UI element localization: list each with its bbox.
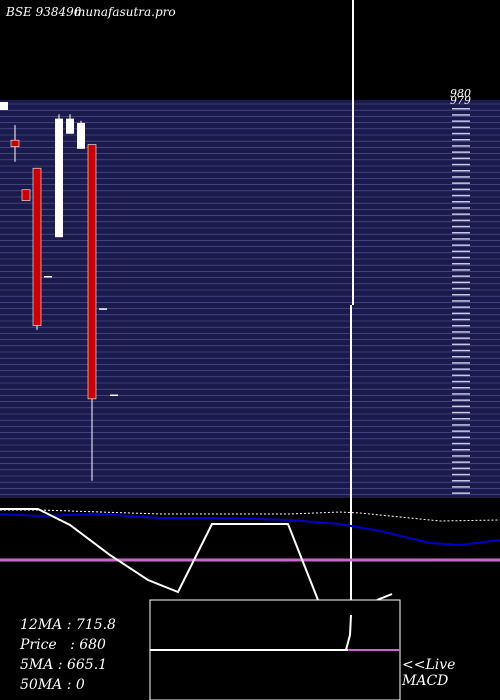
axis-tick bbox=[452, 449, 470, 451]
candle-body bbox=[21, 189, 31, 201]
axis-tick bbox=[452, 225, 470, 228]
axis-tick bbox=[452, 312, 470, 315]
price-panel bbox=[0, 100, 500, 498]
axis-tick bbox=[452, 108, 470, 110]
axis-tick bbox=[452, 306, 470, 308]
axis-tick bbox=[452, 176, 470, 178]
axis-tick bbox=[452, 368, 470, 370]
axis-tick bbox=[452, 325, 470, 327]
axis-tick bbox=[452, 157, 470, 160]
axis-tick bbox=[452, 455, 470, 457]
axis-tick bbox=[452, 244, 470, 246]
white-signal-tail bbox=[376, 593, 393, 601]
axis-tick bbox=[452, 318, 470, 321]
axis-tick bbox=[452, 399, 470, 401]
dotted-ma-line bbox=[0, 509, 500, 522]
axis-tick bbox=[452, 232, 470, 234]
axis-tick bbox=[452, 213, 470, 215]
macd-panel: <<Live MACD bbox=[149, 599, 455, 700]
candle-body bbox=[66, 118, 74, 134]
axis-tick bbox=[452, 436, 470, 439]
candle-body bbox=[110, 394, 118, 397]
axis-tick bbox=[452, 163, 470, 166]
candle-body bbox=[55, 118, 63, 238]
axis-tick bbox=[452, 120, 470, 122]
axis-tick bbox=[452, 393, 470, 395]
guide-line bbox=[350, 0, 354, 655]
blue-ma-line bbox=[0, 512, 500, 547]
stat-price: Price : 680 bbox=[19, 637, 106, 653]
axis-tick bbox=[452, 442, 470, 445]
macd-title: MACD bbox=[401, 673, 448, 689]
axis-tick bbox=[452, 492, 470, 494]
axis-tick bbox=[452, 207, 470, 209]
symbol-label: BSE 938490 bbox=[5, 5, 82, 19]
marker-square bbox=[0, 102, 8, 110]
axis-tick bbox=[452, 374, 470, 377]
axis-tick bbox=[452, 405, 470, 408]
axis-tick bbox=[452, 300, 470, 302]
candle-body bbox=[10, 139, 20, 147]
macd-hook bbox=[345, 614, 352, 651]
axis-tick bbox=[452, 380, 470, 383]
axis-tick bbox=[452, 238, 470, 240]
white-signal-line bbox=[0, 508, 319, 601]
candle-body bbox=[87, 144, 97, 400]
axis-tick bbox=[452, 467, 470, 470]
indicator-area bbox=[0, 508, 500, 601]
axis-tick bbox=[452, 418, 470, 420]
axis-top-label: 980 bbox=[450, 87, 471, 100]
axis-tick bbox=[452, 201, 470, 203]
stat-50ma: 50MA : 0 bbox=[20, 677, 85, 693]
axis-tick bbox=[452, 356, 470, 358]
axis-tick bbox=[452, 188, 470, 191]
stat-5ma: 5MA : 665.1 bbox=[20, 657, 107, 673]
candle-body bbox=[44, 275, 52, 278]
axis-tick bbox=[452, 424, 470, 426]
candle-body bbox=[77, 122, 85, 149]
site-label: munafasutra.pro bbox=[74, 5, 176, 19]
axis-top-label-2: 979 bbox=[450, 94, 471, 107]
stats-panel: 12MA : 715.8 Price : 680 5MA : 665.1 50M… bbox=[19, 617, 116, 693]
axis-tick bbox=[452, 275, 470, 277]
axis-tick bbox=[452, 294, 470, 296]
axis-tick bbox=[452, 269, 470, 271]
axis-tick bbox=[452, 411, 470, 414]
axis-tick bbox=[452, 331, 470, 333]
axis-tick bbox=[452, 480, 470, 482]
axis-tick bbox=[452, 349, 470, 352]
axis-tick bbox=[452, 194, 470, 197]
axis-tick bbox=[452, 132, 470, 135]
axis-tick bbox=[452, 139, 470, 141]
axis-tick bbox=[452, 473, 470, 476]
axis-tick bbox=[452, 250, 470, 253]
axis-tick bbox=[452, 281, 470, 284]
candles bbox=[10, 114, 118, 481]
axis-tick bbox=[452, 263, 470, 265]
stat-12ma: 12MA : 715.8 bbox=[20, 617, 116, 633]
axis-tick bbox=[452, 170, 470, 172]
candle-body bbox=[32, 167, 42, 326]
axis-tick bbox=[452, 486, 470, 488]
axis-tick bbox=[452, 287, 470, 290]
axis-tick bbox=[452, 182, 470, 184]
axis-tick bbox=[452, 126, 470, 129]
axis-tick bbox=[452, 461, 470, 463]
axis-tick bbox=[452, 256, 470, 259]
axis-tick bbox=[452, 337, 470, 339]
axis-tick bbox=[452, 114, 470, 116]
axis-tick bbox=[452, 145, 470, 147]
axis-tick bbox=[452, 430, 470, 432]
right-axis-ticks bbox=[452, 108, 470, 494]
axis-tick bbox=[452, 362, 470, 364]
candle-body bbox=[99, 308, 107, 310]
price-panel-background bbox=[0, 100, 500, 498]
axis-tick bbox=[452, 219, 470, 222]
macd-live-label: <<Live bbox=[402, 657, 455, 673]
axis-tick bbox=[452, 151, 470, 153]
axis-tick bbox=[452, 387, 470, 389]
axis-tick bbox=[452, 343, 470, 346]
